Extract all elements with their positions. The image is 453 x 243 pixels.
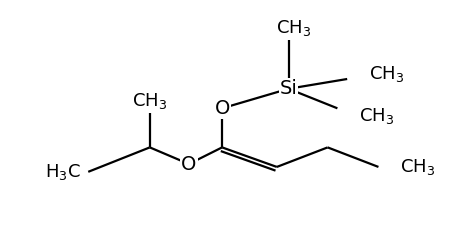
Text: O: O: [214, 99, 230, 118]
Text: CH$_3$: CH$_3$: [276, 18, 311, 38]
Text: H$_3$C: H$_3$C: [45, 162, 81, 182]
Text: O: O: [181, 155, 197, 174]
Text: Si: Si: [280, 79, 298, 98]
Text: CH$_3$: CH$_3$: [359, 106, 394, 126]
Text: CH$_3$: CH$_3$: [369, 64, 404, 84]
Text: CH$_3$: CH$_3$: [132, 91, 168, 112]
Text: CH$_3$: CH$_3$: [400, 157, 435, 177]
